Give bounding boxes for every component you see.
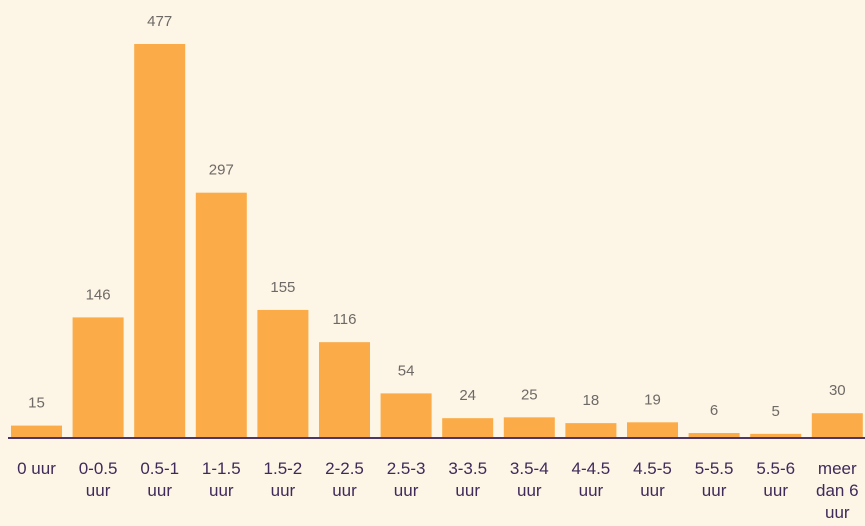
bar [503,417,555,438]
x-tick-label: 3-3.5 uur [448,459,487,500]
bar-value-label: 477 [147,13,172,30]
bar-value-label: 54 [398,362,415,379]
bar [442,418,494,438]
x-tick-label: meer dan 6 uur [816,459,859,522]
bar-value-label: 116 [333,311,357,328]
bar-value-label: 6 [710,402,718,419]
x-tick-label: 1.5-2 uur [264,459,303,500]
bar-value-label: 19 [644,391,661,408]
bar [11,425,62,438]
bar-value-label: 5 [772,403,780,420]
bar-value-label: 25 [521,386,538,403]
bar [72,317,124,438]
bar [811,413,863,438]
bar [380,393,432,438]
x-tick-label: 2.5-3 uur [387,459,426,500]
x-tick-label: 4-4.5 uur [572,459,611,500]
x-tick-label: 1-1.5 uur [202,459,241,500]
x-tick-labels-group: 0 uur 0-0.5 uur 0.5-1 uur 1-1.5 uur 1.5-2 uur 2-2… [17,459,858,522]
bar-value-label: 155 [270,279,295,296]
x-tick-label: 3.5-4 uur [510,459,549,500]
x-tick-label: 5-5.5 uur [695,459,734,500]
bar-value-label: 297 [209,162,234,179]
bar [257,309,309,438]
bars-group [11,44,863,438]
x-tick-label: 0-0.5 uur [79,459,118,500]
x-tick-label: 0 uur [17,459,56,478]
bar [319,342,370,438]
bar-value-label: 146 [86,286,111,303]
bar-value-label: 15 [28,395,45,412]
bar-value-label: 18 [583,392,600,409]
bar [627,422,678,438]
bar [195,192,247,438]
bar-value-label: 24 [459,387,476,404]
x-tick-label: 2-2.5 uur [325,459,364,500]
bar [134,44,186,438]
x-tick-label: 4.5-5 uur [633,459,672,500]
bar [750,433,802,438]
value-labels-group: 15 146 477 297 155 116 54 24 25 18 19 6 5 30 [28,13,845,420]
bar [565,423,617,438]
x-tick-label: 0.5-1 uur [140,459,179,500]
bar-value-label: 30 [829,382,846,399]
bar [688,433,740,438]
x-tick-label: 5.5-6 uur [756,459,795,500]
